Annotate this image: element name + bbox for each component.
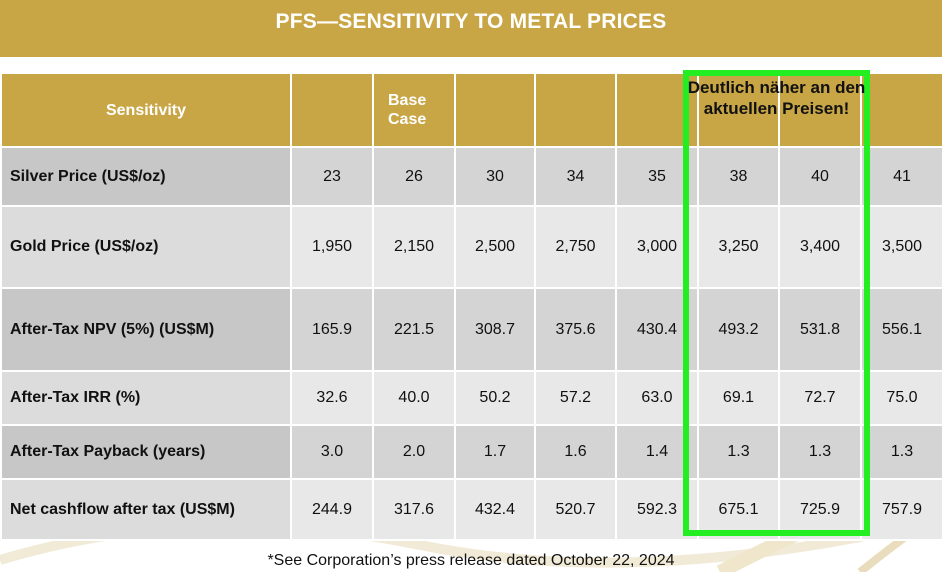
header-col-3	[454, 72, 536, 148]
table-cell: 35	[615, 146, 699, 207]
header-sensitivity: Sensitivity	[0, 72, 292, 148]
table-cell: 3,250	[697, 205, 780, 289]
table-cell: 26	[372, 146, 456, 207]
table-cell: 34	[534, 146, 617, 207]
row-label: Gold Price (US$/oz)	[0, 205, 292, 289]
row-label: After-Tax Payback (years)	[0, 424, 292, 480]
table-cell: 41	[860, 146, 942, 207]
table-cell: 1,950	[290, 205, 374, 289]
table-cell: 23	[290, 146, 374, 207]
table-cell: 75.0	[860, 370, 942, 426]
table-cell: 1.6	[534, 424, 617, 480]
table-cell: 69.1	[697, 370, 780, 426]
table-cell: 63.0	[615, 370, 699, 426]
table-cell: 2.0	[372, 424, 456, 480]
table-row: Silver Price (US$/oz) 23 26 30 34 35 38 …	[0, 146, 942, 207]
header-base-case: Base Case	[372, 72, 456, 148]
table-cell: 3,500	[860, 205, 942, 289]
header-col-7	[778, 72, 862, 148]
table-cell: 2,500	[454, 205, 536, 289]
table-cell: 375.6	[534, 287, 617, 372]
table-cell: 520.7	[534, 478, 617, 541]
table-cell: 430.4	[615, 287, 699, 372]
highlight-annotation: Deutlich näher an den aktuellen Preisen!	[687, 78, 866, 118]
table-cell: 592.3	[615, 478, 699, 541]
table-cell: 57.2	[534, 370, 617, 426]
table-cell: 493.2	[697, 287, 780, 372]
table-row: After-Tax NPV (5%) (US$M) 165.9 221.5 30…	[0, 287, 942, 372]
table-row: After-Tax Payback (years) 3.0 2.0 1.7 1.…	[0, 424, 942, 480]
row-label: Silver Price (US$/oz)	[0, 146, 292, 207]
table-header-row: Sensitivity Base Case	[0, 72, 942, 148]
table-cell: 32.6	[290, 370, 374, 426]
footnote: *See Corporation’s press release dated O…	[267, 552, 675, 569]
table-row: Gold Price (US$/oz) 1,950 2,150 2,500 2,…	[0, 205, 942, 289]
table-cell: 1.3	[697, 424, 780, 480]
table-cell: 531.8	[778, 287, 862, 372]
table-cell: 3.0	[290, 424, 374, 480]
table-cell: 1.4	[615, 424, 699, 480]
table-cell: 1.3	[778, 424, 862, 480]
table-cell: 30	[454, 146, 536, 207]
table-cell: 757.9	[860, 478, 942, 541]
table-cell: 40.0	[372, 370, 456, 426]
table-cell: 38	[697, 146, 780, 207]
row-label: After-Tax IRR (%)	[0, 370, 292, 426]
row-label: After-Tax NPV (5%) (US$M)	[0, 287, 292, 372]
sensitivity-table: Sensitivity Base Case Silver Price (US$/…	[0, 72, 942, 541]
table-cell: 1.3	[860, 424, 942, 480]
table-cell: 165.9	[290, 287, 374, 372]
table-cell: 2,750	[534, 205, 617, 289]
table-row: Net cashflow after tax (US$M) 244.9 317.…	[0, 478, 942, 541]
table-cell: 3,400	[778, 205, 862, 289]
table-cell: 40	[778, 146, 862, 207]
header-col-1	[290, 72, 374, 148]
table-cell: 2,150	[372, 205, 456, 289]
table-cell: 317.6	[372, 478, 456, 541]
table-cell: 675.1	[697, 478, 780, 541]
row-label: Net cashflow after tax (US$M)	[0, 478, 292, 541]
table-cell: 432.4	[454, 478, 536, 541]
table-cell: 556.1	[860, 287, 942, 372]
title-bar: PFS—SENSITIVITY TO METAL PRICES	[0, 0, 942, 57]
table-cell: 3,000	[615, 205, 699, 289]
table-cell: 72.7	[778, 370, 862, 426]
table-row: After-Tax IRR (%) 32.6 40.0 50.2 57.2 63…	[0, 370, 942, 426]
table-cell: 244.9	[290, 478, 374, 541]
table-cell: 221.5	[372, 287, 456, 372]
table-cell: 1.7	[454, 424, 536, 480]
table-cell: 725.9	[778, 478, 862, 541]
page-title: PFS—SENSITIVITY TO METAL PRICES	[275, 9, 667, 33]
table-cell: 308.7	[454, 287, 536, 372]
header-col-6	[697, 72, 780, 148]
header-col-8	[860, 72, 942, 148]
header-col-4	[534, 72, 617, 148]
table-cell: 50.2	[454, 370, 536, 426]
